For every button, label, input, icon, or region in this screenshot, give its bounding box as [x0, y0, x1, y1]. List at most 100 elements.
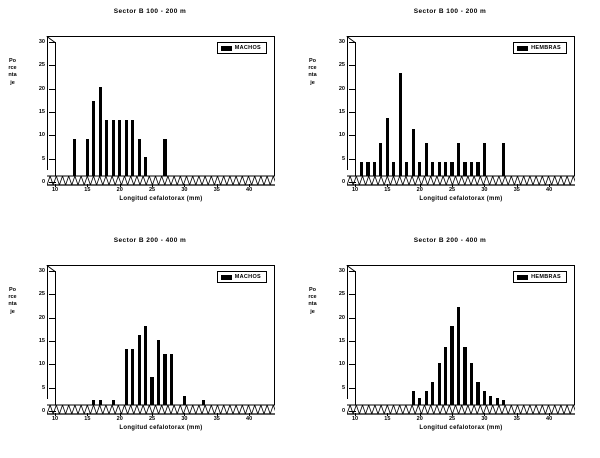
y-tick-label: 25 — [38, 62, 45, 69]
x-tick — [119, 184, 121, 187]
bar — [92, 101, 96, 176]
x-tick — [452, 184, 454, 187]
y-tick-label: 15 — [38, 109, 45, 115]
plot-face — [47, 265, 275, 405]
x-axis-title: Longitud cefalotorax (mm) — [419, 196, 503, 202]
x-tick-label: 20 — [416, 187, 423, 193]
bar — [437, 162, 441, 176]
y-tick-label: 0 — [41, 408, 45, 414]
x-tick-label: 15 — [384, 416, 391, 422]
bar — [502, 400, 506, 405]
bar — [482, 391, 486, 405]
bar — [431, 162, 435, 176]
y-tick-label: 15 — [338, 338, 345, 344]
y-tick-label: 10 — [38, 132, 45, 139]
x-tick-label: 30 — [481, 187, 488, 193]
x-tick-label: 25 — [448, 416, 456, 422]
x-tick — [484, 184, 486, 187]
y-tick-label: 0 — [341, 179, 345, 185]
x-axis-ticks: 10 15 20 25 30 35 40 — [347, 413, 575, 425]
x-tick-label: 40 — [546, 187, 553, 193]
bar — [131, 120, 135, 176]
bar-series — [55, 265, 275, 405]
y-tick — [349, 294, 356, 296]
y-tick-label: 5 — [41, 155, 45, 162]
plot-face — [347, 36, 575, 176]
x-tick-label: 35 — [513, 187, 520, 193]
x-tick-label: 15 — [84, 416, 91, 422]
y-axis-back-line — [47, 265, 49, 399]
legend-box: HEMBRAS — [513, 271, 567, 283]
bar — [424, 391, 428, 405]
bar — [489, 395, 493, 405]
x-axis-ticks: 10 15 20 25 30 35 40 — [347, 184, 575, 196]
axis-base-band — [347, 404, 575, 415]
x-tick — [184, 413, 186, 416]
chart-panel-1: Sector B 100 - 200 m P​o​r​c​e​n​t​a​j​e… — [300, 0, 600, 229]
bar — [418, 398, 422, 405]
x-tick-label: 35 — [213, 187, 220, 193]
y-tick-label: 20 — [38, 85, 45, 92]
y-axis-line — [355, 42, 357, 176]
y-axis-line — [55, 271, 57, 405]
bar-series — [355, 36, 575, 176]
bar — [450, 162, 454, 176]
legend-label: MACHOS — [234, 45, 261, 51]
bar-series — [355, 265, 575, 405]
x-tick — [452, 413, 454, 416]
bar — [98, 400, 102, 405]
y-tick-label: 25 — [338, 291, 345, 298]
y-tick-label: 0 — [41, 179, 45, 185]
x-tick — [216, 413, 218, 416]
y-tick — [49, 317, 56, 319]
x-tick — [152, 184, 154, 187]
bar — [143, 157, 148, 176]
bar — [137, 138, 141, 176]
bar — [476, 381, 480, 405]
bar — [163, 353, 167, 405]
bar — [131, 349, 135, 405]
bar — [443, 162, 448, 176]
y-tick-label: 25 — [38, 291, 45, 298]
bar — [443, 346, 448, 405]
bar — [469, 162, 474, 176]
y-tick — [349, 88, 356, 90]
x-tick — [249, 184, 251, 187]
y-tick — [349, 364, 356, 366]
bar — [182, 395, 186, 405]
x-tick — [355, 184, 356, 187]
legend-box: HEMBRAS — [513, 42, 567, 54]
bar — [98, 87, 102, 176]
legend-label: HEMBRAS — [531, 45, 561, 51]
x-tick-label: 10 — [51, 416, 59, 422]
y-tick-label: 10 — [338, 361, 345, 368]
x-tick-label: 30 — [481, 416, 488, 422]
x-tick-label: 20 — [116, 416, 123, 422]
bar — [405, 162, 409, 176]
y-axis-line — [55, 42, 57, 176]
bar — [137, 335, 141, 405]
y-tick — [349, 317, 356, 319]
x-tick-label: 25 — [448, 187, 456, 193]
bar — [411, 129, 415, 176]
bar — [92, 400, 96, 405]
y-tick — [49, 271, 56, 272]
x-tick-label: 20 — [416, 416, 423, 422]
bar — [202, 400, 206, 405]
x-tick — [55, 184, 56, 187]
bar — [385, 117, 389, 176]
bar — [418, 162, 422, 176]
x-axis-ticks: 10 15 20 25 30 35 40 — [47, 184, 275, 196]
base-hatch-icon — [47, 404, 275, 415]
plot-area-3: 0 5 10 15 20 25 30 10 15 20 25 30 35 40 HEMBRAS — [339, 265, 575, 422]
y-tick-label: 10 — [38, 361, 45, 368]
panel-title: Sector B 100 - 200 m — [413, 8, 487, 15]
bar — [111, 120, 115, 176]
bar — [163, 138, 167, 176]
y-tick-label: 30 — [38, 39, 45, 45]
x-axis-ticks: 10 15 20 25 30 35 40 — [47, 413, 275, 425]
x-axis-title: Longitud cefalotorax (mm) — [119, 196, 203, 202]
legend-box: MACHOS — [216, 271, 267, 283]
y-tick-label: 15 — [338, 109, 345, 115]
panel-title: Sector B 200 - 400 m — [413, 237, 487, 244]
